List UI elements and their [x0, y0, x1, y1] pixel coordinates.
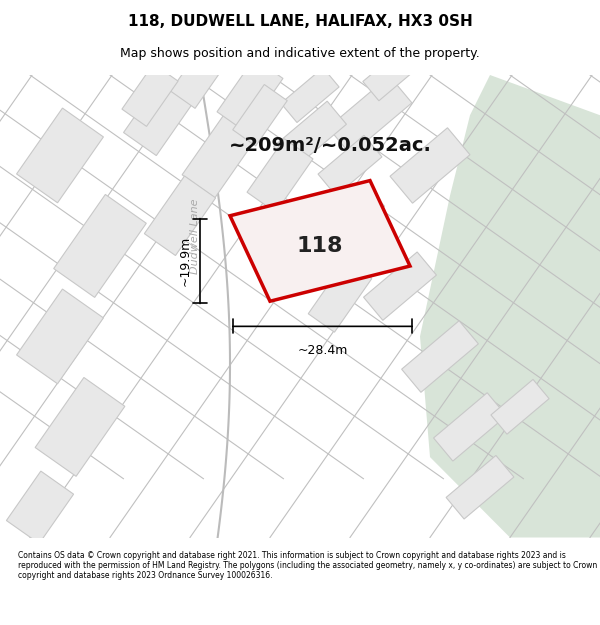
Text: 118, DUDWELL LANE, HALIFAX, HX3 0SH: 118, DUDWELL LANE, HALIFAX, HX3 0SH: [128, 14, 472, 29]
Polygon shape: [122, 64, 178, 126]
Polygon shape: [17, 289, 103, 384]
Text: 118: 118: [297, 236, 343, 256]
Polygon shape: [434, 392, 506, 461]
Polygon shape: [124, 75, 196, 156]
Polygon shape: [281, 68, 339, 122]
Text: ~28.4m: ~28.4m: [298, 344, 347, 357]
Polygon shape: [390, 127, 470, 203]
Polygon shape: [274, 101, 346, 169]
Polygon shape: [308, 260, 372, 332]
Polygon shape: [446, 456, 514, 519]
Text: Contains OS data © Crown copyright and database right 2021. This information is : Contains OS data © Crown copyright and d…: [18, 551, 597, 581]
Text: ~19.9m: ~19.9m: [179, 236, 192, 286]
Text: ~209m²/~0.052ac.: ~209m²/~0.052ac.: [229, 136, 431, 155]
Polygon shape: [54, 194, 146, 298]
Polygon shape: [182, 113, 258, 198]
Text: Dudwell Lane: Dudwell Lane: [190, 198, 200, 274]
Polygon shape: [7, 471, 74, 544]
Polygon shape: [247, 139, 313, 212]
Polygon shape: [328, 76, 412, 154]
Text: Map shows position and indicative extent of the property.: Map shows position and indicative extent…: [120, 48, 480, 61]
Polygon shape: [233, 84, 287, 146]
Polygon shape: [145, 176, 215, 256]
Polygon shape: [491, 379, 549, 434]
Polygon shape: [280, 202, 340, 270]
Polygon shape: [420, 75, 600, 538]
Polygon shape: [17, 108, 103, 202]
Polygon shape: [230, 181, 410, 301]
Polygon shape: [318, 136, 382, 196]
Polygon shape: [401, 321, 478, 392]
Polygon shape: [170, 42, 229, 108]
Polygon shape: [363, 49, 417, 101]
Polygon shape: [316, 183, 385, 248]
Polygon shape: [217, 58, 283, 132]
Polygon shape: [364, 252, 436, 321]
Polygon shape: [35, 378, 125, 476]
